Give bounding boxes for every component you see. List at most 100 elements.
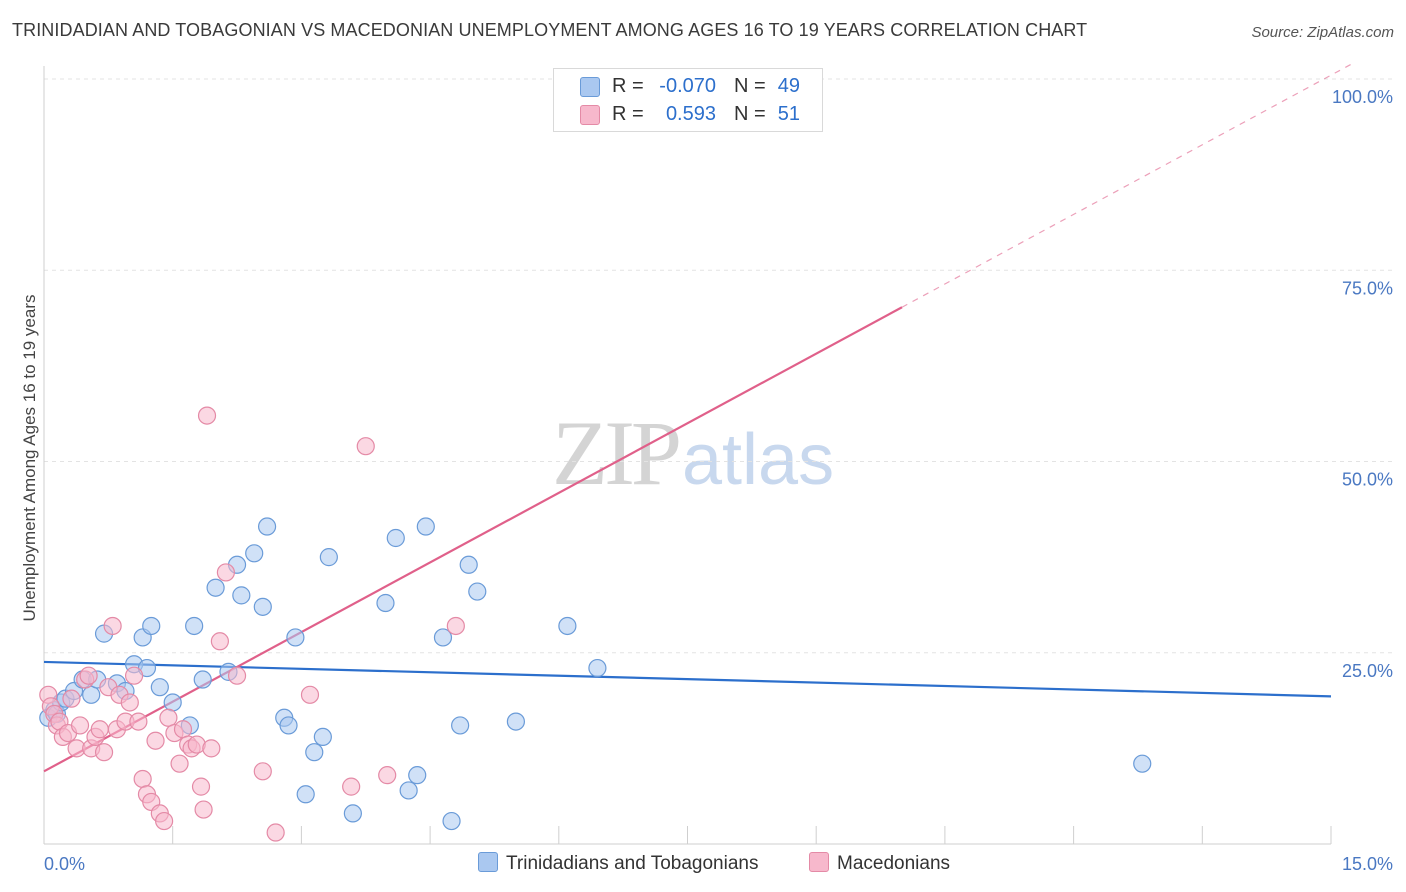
- macedonian-point: [146, 731, 165, 750]
- watermark: ZIPatlas: [552, 400, 834, 506]
- trinidadian-point: [343, 804, 362, 823]
- macedonian-point: [70, 716, 90, 735]
- macedonian-trend-extension: [901, 63, 1353, 308]
- macedonian-point: [159, 708, 178, 727]
- y-tick-label: 100.0%: [1332, 87, 1393, 107]
- bottom-legend-swatch-pink: [809, 852, 829, 872]
- legend-row-macedonian: R = 0.593 N = 51: [554, 100, 822, 128]
- correlation-legend: R = -0.070 N = 49 R = 0.593 N = 51: [553, 68, 823, 132]
- data-points: [39, 73, 1152, 842]
- bottom-legend-label: Macedonians: [837, 853, 951, 874]
- legend-r-label: R =: [612, 103, 644, 125]
- axis-labels: 25.0% 50.0% 75.0% 100.0% 0.0% 15.0% Unemployme…: [20, 87, 1393, 874]
- trinidadian-point: [588, 658, 607, 678]
- legend-r-label: R =: [612, 75, 644, 97]
- macedonian-point: [227, 666, 247, 685]
- grid-lines: [44, 78, 1392, 654]
- legend-n-label: N =: [734, 103, 766, 125]
- y-tick-label: 50.0%: [1342, 470, 1393, 490]
- bottom-legend-label: Trinidadians and Tobagonians: [506, 853, 759, 874]
- legend-swatch-blue: [580, 77, 600, 97]
- macedonian-point: [197, 406, 217, 425]
- trinidadian-point: [451, 716, 470, 735]
- trinidadian-point: [286, 628, 305, 647]
- macedonian-point: [62, 689, 81, 708]
- trinidadian-point: [232, 586, 251, 605]
- chart-source: Source: ZipAtlas.com: [1251, 24, 1394, 41]
- macedonian-point: [170, 754, 189, 773]
- trinidadian-point: [468, 582, 487, 601]
- macedonian-point: [356, 437, 375, 456]
- y-tick-label: 25.0%: [1342, 661, 1393, 681]
- trinidadian-point: [399, 781, 418, 800]
- trinidadian-point: [1133, 754, 1152, 773]
- macedonian-point: [446, 616, 465, 636]
- watermark-zip: ZIP: [552, 402, 682, 504]
- trinidadian-point: [313, 727, 332, 747]
- trinidadian-point: [163, 693, 182, 712]
- trinidadian-point: [185, 616, 204, 636]
- macedonian-trend-line: [43, 306, 903, 773]
- legend-swatch-pink: [580, 105, 600, 125]
- macedonian-point: [300, 685, 320, 704]
- trend-lines: [43, 63, 1353, 773]
- trinidadian-point: [558, 616, 577, 636]
- trinidadian-point: [82, 685, 101, 704]
- y-tick-label: 75.0%: [1342, 278, 1393, 298]
- macedonian-point: [129, 712, 148, 731]
- macedonian-point: [253, 762, 272, 781]
- legend-n-value: 51: [777, 103, 800, 125]
- macedonian-point: [155, 811, 174, 831]
- trinidadian-point: [245, 544, 264, 563]
- macedonian-point: [120, 693, 139, 712]
- legend-n-value: 49: [777, 75, 800, 97]
- trinidadian-point: [150, 678, 169, 697]
- trinidadian-point: [193, 670, 212, 689]
- trinidadian-point: [386, 528, 405, 548]
- macedonian-point: [216, 563, 235, 582]
- trinidadian-point: [376, 593, 395, 613]
- x-tick-label-max: 15.0%: [1342, 854, 1393, 874]
- macedonian-point: [378, 766, 397, 785]
- axes: [43, 66, 1332, 845]
- trinidadian-point: [319, 548, 338, 567]
- trinidadian-point: [305, 743, 324, 762]
- trinidadian-point: [296, 785, 315, 804]
- trinidadian-point: [257, 517, 277, 536]
- trinidadian-point: [253, 597, 272, 616]
- macedonian-point: [342, 777, 361, 796]
- trinidadian-point: [459, 555, 478, 574]
- macedonian-point: [266, 823, 285, 842]
- macedonian-point: [202, 739, 221, 758]
- legend-row-trinidadian: R = -0.070 N = 49: [554, 72, 822, 100]
- trinidadian-point: [408, 766, 427, 785]
- trinidadian-point: [279, 716, 298, 735]
- bottom-legend-swatch-blue: [478, 852, 498, 872]
- macedonian-point: [133, 769, 152, 789]
- macedonian-point: [173, 720, 193, 739]
- trinidadian-point: [433, 628, 453, 647]
- series-macedonian-points: [39, 73, 791, 842]
- watermark-atlas: atlas: [682, 420, 835, 500]
- macedonian-point: [124, 666, 144, 685]
- trinidadian-point: [442, 811, 461, 831]
- legend-n-label: N =: [734, 75, 766, 97]
- macedonian-point: [94, 743, 114, 762]
- trinidadian-point: [416, 517, 435, 536]
- macedonian-point: [191, 777, 211, 796]
- x-tick-label-min: 0.0%: [44, 854, 85, 874]
- macedonian-point: [210, 632, 229, 651]
- macedonian-point: [194, 800, 213, 819]
- trinidadian-trend-line: [43, 660, 1332, 698]
- trinidadian-point: [506, 712, 526, 731]
- trinidadian-point: [142, 616, 161, 636]
- legend-r-value: 0.593: [665, 103, 716, 125]
- bottom-legend-macedonian: Macedonians: [809, 852, 950, 876]
- y-axis-label: Unemployment Among Ages 16 to 19 years: [20, 295, 39, 622]
- legend-r-value: -0.070: [659, 75, 716, 97]
- chart-title: TRINIDADIAN AND TOBAGONIAN VS MACEDONIAN…: [12, 20, 1088, 40]
- macedonian-point: [103, 616, 122, 636]
- macedonian-point: [90, 720, 109, 739]
- trinidadian-point: [206, 578, 225, 597]
